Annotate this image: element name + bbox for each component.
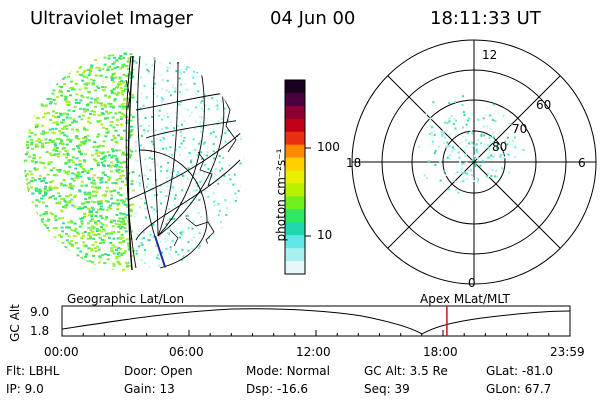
mode-value: Normal xyxy=(286,364,330,378)
lat-lon-grid xyxy=(125,55,244,269)
mlat-label-60: 60 xyxy=(536,98,552,112)
filter-value: LBHL xyxy=(28,364,60,378)
gc-alt-field: GC Alt: 3.5 Re xyxy=(364,364,448,378)
filter-field: Flt: LBHL xyxy=(6,364,60,378)
glon-value: 67.7 xyxy=(524,382,552,396)
colorbar-segment xyxy=(285,183,305,197)
geographic-label: Geographic Lat/Lon xyxy=(67,292,185,306)
altitude-axis-label: GC Alt xyxy=(8,304,22,342)
mlt-label-0: 0 xyxy=(468,276,476,290)
ip-field: IP: 9.0 xyxy=(6,382,44,396)
mlt-label-12: 12 xyxy=(482,48,498,62)
observation-date: 04 Jun 00 xyxy=(270,8,356,29)
colorbar-segment xyxy=(285,144,305,159)
terminator-line xyxy=(127,55,134,271)
mlt-label-18: 18 xyxy=(346,156,362,170)
colorbar-segment xyxy=(285,80,305,94)
colorbar-tick-10: 10 xyxy=(317,228,333,242)
alt-tick-9: 9.0 xyxy=(30,305,50,319)
colorbar-segment xyxy=(285,131,305,146)
mlt-label-6: 6 xyxy=(578,156,586,170)
colorbar-segment xyxy=(285,118,305,133)
mlat-label-70: 70 xyxy=(512,122,528,136)
colorbar xyxy=(284,79,311,275)
dsp-field: Dsp: -16.6 xyxy=(246,382,309,396)
gc-alt-value: 3.5 Re xyxy=(409,364,448,378)
colorbar-segment xyxy=(285,209,305,223)
observation-time: 18:11:33 UT xyxy=(430,8,541,29)
time-tick-2359: 23:59 xyxy=(550,345,585,359)
colorbar-segment xyxy=(285,235,305,249)
colorbar-segment xyxy=(285,105,305,120)
altitude-curve xyxy=(61,308,571,335)
colorbar-segment xyxy=(285,261,305,275)
dsp-value: -16.6 xyxy=(276,382,309,396)
seq-field: Seq: 39 xyxy=(364,382,410,396)
instrument-title: Ultraviolet Imager xyxy=(30,8,193,29)
mlat-label-80: 80 xyxy=(492,140,508,154)
glat-field: GLat: -81.0 xyxy=(486,364,553,378)
time-tick-1800: 18:00 xyxy=(423,345,458,359)
gain-value: 13 xyxy=(159,382,175,396)
seq-value: 39 xyxy=(394,382,410,396)
colorbar-tick-100: 100 xyxy=(317,140,340,154)
gain-field: Gain: 13 xyxy=(124,382,175,396)
colorbar-segment xyxy=(285,196,305,210)
colorbar-segment xyxy=(285,157,305,172)
colorbar-segment xyxy=(285,170,305,184)
altitude-plot xyxy=(61,305,571,337)
polar-axis-diag2 xyxy=(387,75,561,249)
terminator-line-blue xyxy=(154,235,167,271)
time-tick-1200: 12:00 xyxy=(296,345,331,359)
mode-field: Mode: Normal xyxy=(246,364,330,378)
polar-emission xyxy=(412,95,525,194)
time-tick-0000: 00:00 xyxy=(44,345,79,359)
glat-value: -81.0 xyxy=(521,364,553,378)
colorbar-segment xyxy=(285,222,305,236)
alt-tick-1-8: 1.8 xyxy=(30,324,50,338)
apex-label: Apex MLat/MLT xyxy=(420,292,510,306)
time-tick-0600: 06:00 xyxy=(169,345,204,359)
door-field: Door: Open xyxy=(124,364,193,378)
door-value: Open xyxy=(160,364,193,378)
colorbar-segment xyxy=(285,92,305,107)
glon-field: GLon: 67.7 xyxy=(486,382,552,396)
colorbar-segment xyxy=(285,248,305,262)
ip-value: 9.0 xyxy=(24,382,44,396)
